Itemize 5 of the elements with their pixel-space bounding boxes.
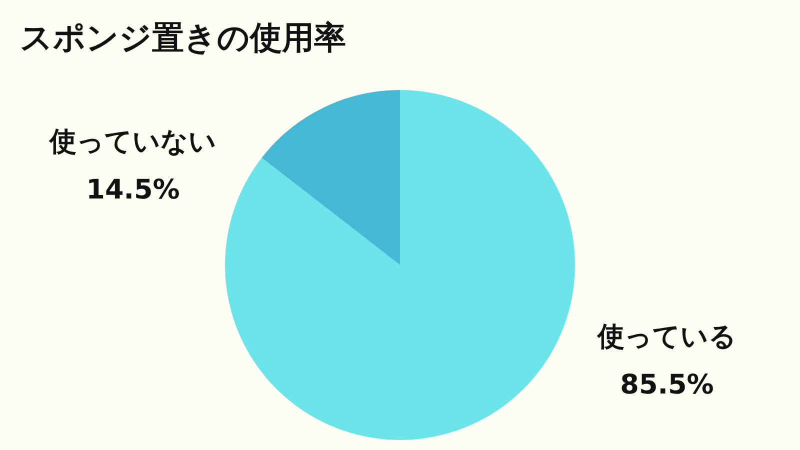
slice-label: 使っていない (48, 126, 216, 158)
data-label: 14.5% (86, 174, 180, 206)
chart-title: スポンジ置きの使用率 (20, 18, 346, 56)
data-label: 85.5% (620, 369, 714, 400)
slice-label: 使っている (596, 321, 736, 352)
